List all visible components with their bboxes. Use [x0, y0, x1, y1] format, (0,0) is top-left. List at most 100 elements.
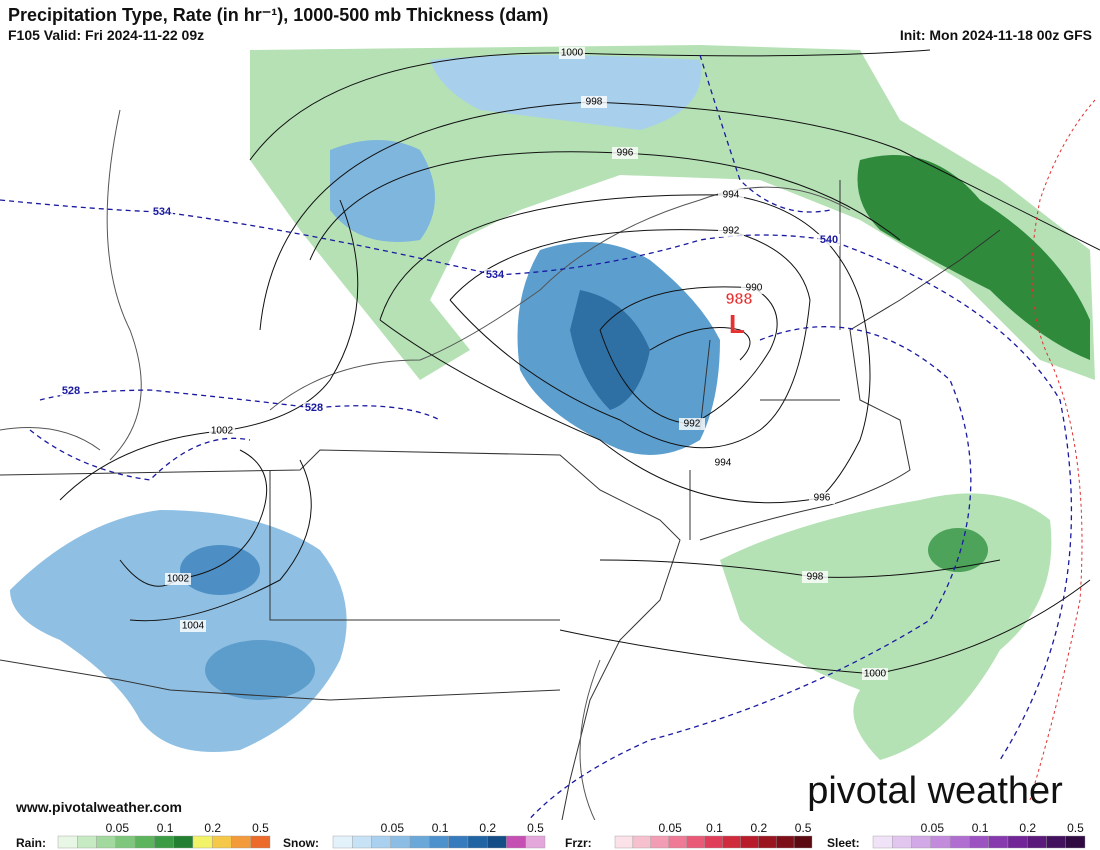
- legend-swatch: [686, 835, 705, 849]
- snow-area: [430, 55, 702, 130]
- legend-swatch: [1026, 835, 1047, 849]
- legend-tick: 0.2: [750, 821, 767, 835]
- rain-area: [250, 45, 1095, 380]
- legend-swatch: [930, 835, 951, 849]
- legend-swatch: [211, 835, 232, 849]
- isobar-label-bg: [710, 457, 736, 469]
- isobar-label-bg: [802, 571, 828, 583]
- legend-swatch: [371, 835, 392, 849]
- website: www.pivotalweather.com: [15, 799, 182, 815]
- thickness-label-bg: [60, 385, 82, 397]
- thickness-label: 534: [153, 206, 172, 218]
- legend-swatch: [332, 835, 353, 849]
- legend-swatch: [57, 835, 78, 849]
- isobar-label: 990: [746, 283, 763, 294]
- isobar-labels: 1000 998 996 994 992 990 992 994 996 998 1000 1002 1…: [165, 47, 888, 680]
- thickness-label: 528: [305, 402, 323, 414]
- isobar-label: 996: [814, 493, 831, 504]
- legend-swatch: [892, 835, 912, 849]
- legend-name: Sleet:: [827, 836, 860, 850]
- isobar-label-bg: [741, 282, 767, 294]
- legend-swatch: [409, 835, 430, 849]
- legend-swatch: [390, 835, 411, 849]
- legend-swatch: [949, 835, 970, 849]
- legend-swatch: [872, 835, 893, 849]
- legend-swatch: [988, 835, 1009, 849]
- legend-swatch: [115, 835, 136, 849]
- legend-name: Snow:: [283, 836, 319, 850]
- isobar-label: 994: [715, 458, 732, 469]
- thickness-label-bg: [151, 206, 173, 218]
- isobar-label: 1000: [561, 48, 584, 59]
- isobar-label-bg: [718, 189, 744, 201]
- coastline: [0, 109, 851, 831]
- legend-swatch: [96, 835, 117, 849]
- legend-swatch: [775, 835, 795, 849]
- isobar-label-bg: [809, 492, 835, 504]
- legend-swatch: [250, 835, 271, 849]
- brand: pivotal weather: [807, 770, 1063, 812]
- valid-time: F105 Valid: Fri 2024-11-22 09z: [8, 27, 204, 43]
- isobar-label: 996: [617, 148, 634, 159]
- legend-swatch: [650, 835, 669, 849]
- isobar-label-bg: [679, 418, 705, 430]
- isobar-label: 998: [807, 572, 824, 583]
- legend-swatch: [614, 835, 634, 849]
- snow-heavy: [205, 640, 315, 700]
- legend-swatch: [1046, 835, 1066, 849]
- legend-swatch: [969, 835, 989, 849]
- legend-name: Frzr:: [565, 836, 592, 850]
- thickness-label-bg: [818, 234, 840, 246]
- isobar-label: 992: [684, 419, 701, 430]
- low-symbol: L: [729, 309, 745, 339]
- legend-swatch: [429, 835, 449, 849]
- legend-tick: 0.05: [921, 821, 945, 835]
- legend-tick: 0.2: [204, 821, 221, 835]
- legend: Rain: 0.05 0.1 0.2 0.5 Snow: 0.05 0.1 0.2 0.5 Frzr…: [16, 821, 1086, 850]
- legend-tick: 0.05: [106, 821, 130, 835]
- isobar-label-bg: [581, 96, 607, 108]
- legend-swatch: [231, 835, 251, 849]
- legend-swatch: [192, 835, 213, 849]
- legend-swatch: [486, 835, 507, 849]
- legend-swatch: [704, 835, 723, 849]
- low-pressure: 988: [726, 291, 753, 308]
- snow-heavy: [180, 545, 260, 595]
- isobar-label: 994: [723, 190, 740, 201]
- isobar-label: 1004: [182, 621, 205, 632]
- legend-swatch: [506, 835, 526, 849]
- legend-tick: 0.2: [479, 821, 496, 835]
- thickness-label: 540: [820, 234, 838, 246]
- legend-tick: 0.1: [972, 821, 989, 835]
- isobar-label: 992: [723, 226, 740, 237]
- legend-swatch: [793, 835, 813, 849]
- legend-swatch: [173, 835, 194, 849]
- legend-swatch: [448, 835, 469, 849]
- legend-swatch: [668, 835, 687, 849]
- thickness-label-bg: [484, 269, 506, 281]
- legend-name: Rain:: [16, 836, 46, 850]
- legend-tick: 0.5: [252, 821, 269, 835]
- thickness-label: 534: [486, 269, 505, 281]
- legend-swatch: [632, 835, 652, 849]
- rain-heavy: [857, 155, 1090, 360]
- isobar-label: 998: [586, 97, 603, 108]
- map: 1000 998 996 994 992 990 992 994 996 998 1000 1002 1…: [0, 45, 1100, 831]
- thickness-label: 528: [62, 385, 80, 397]
- legend-tick: 0.1: [157, 821, 174, 835]
- isobar-label: 1002: [167, 574, 190, 585]
- legend-swatch: [467, 835, 488, 849]
- freezing-line: [1029, 99, 1096, 801]
- legend-swatch: [134, 835, 155, 849]
- isobar-label-bg: [718, 225, 744, 237]
- snow-heavy: [570, 290, 650, 410]
- title: Precipitation Type, Rate (in hr⁻¹), 1000…: [8, 5, 548, 25]
- rain-heavy: [928, 528, 988, 572]
- isobar-label-bg: [180, 620, 206, 632]
- legend-tick: 0.1: [706, 821, 723, 835]
- legend-swatch: [525, 835, 546, 849]
- isobar-label-bg: [862, 668, 888, 680]
- header-bg: [0, 0, 1100, 45]
- isobar-label: 1000: [864, 669, 887, 680]
- legend-swatch: [352, 835, 372, 849]
